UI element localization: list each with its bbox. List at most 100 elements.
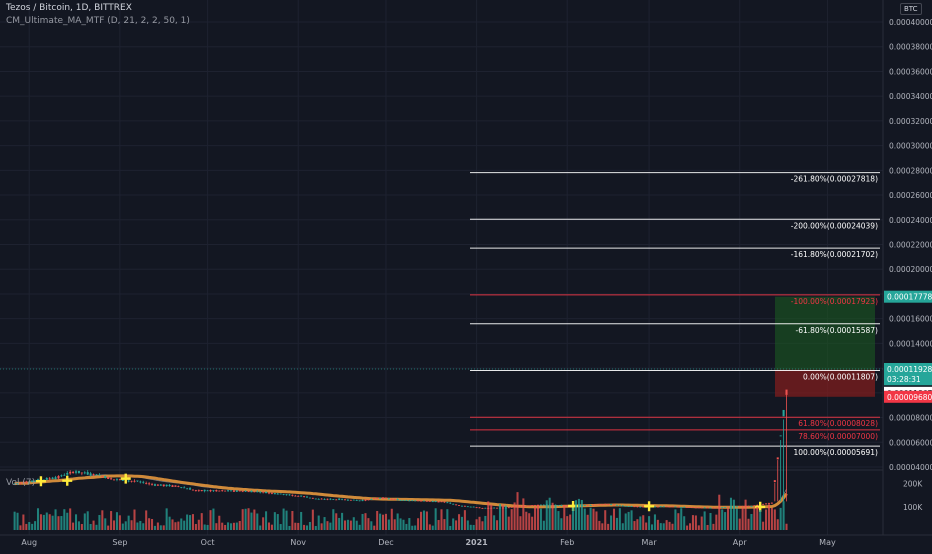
volume-bar [662, 523, 665, 530]
volume-bar [19, 525, 22, 530]
candle-body [276, 493, 279, 495]
fib-level-label: 0.00%(0.00011807) [803, 372, 878, 381]
candle-body [326, 498, 329, 500]
candle-body [458, 505, 461, 506]
candle-body [212, 490, 215, 492]
volume-bar [770, 507, 773, 530]
candle-body [145, 483, 148, 484]
volume-bar [650, 524, 654, 530]
candle-body [174, 485, 177, 487]
candle-body [659, 506, 662, 508]
fib-level-label: 100.00%(0.00005691) [793, 448, 878, 457]
volume-bar [490, 504, 493, 530]
candle-body [355, 500, 358, 501]
candle-body [42, 479, 45, 481]
volume-bar [311, 509, 314, 530]
candle-body [31, 480, 34, 483]
volume-bar [598, 520, 601, 530]
candle-body [420, 500, 423, 502]
volume-bar [455, 520, 458, 530]
candle-body [411, 500, 414, 502]
candle-body [303, 496, 306, 498]
volume-bar [437, 520, 440, 530]
symbol-title[interactable]: Tezos / Bitcoin, 1D, BITTREX [6, 3, 132, 13]
volume-bar [25, 523, 28, 530]
volume-bar [177, 521, 180, 530]
price-axis[interactable]: 0.00040000 0.00038000 0.00036000 0.00034000… [882, 0, 932, 550]
candle-body [352, 499, 355, 501]
volume-bar [642, 515, 645, 530]
volume-bar [279, 524, 282, 530]
volume-bar [28, 522, 31, 530]
candle-body [671, 506, 674, 508]
volume-bar [107, 525, 110, 530]
candle-body [770, 502, 773, 504]
volume-bar [370, 521, 373, 530]
volume-bar [98, 515, 101, 530]
candle-body [48, 478, 51, 480]
volume-bar [215, 523, 218, 530]
candle-body [282, 494, 285, 495]
candle-body [241, 491, 244, 493]
volume-bar [349, 520, 352, 530]
volume-bar [645, 522, 648, 530]
volume-bar [431, 525, 434, 530]
candle-body [72, 471, 75, 473]
candle-body [89, 473, 92, 476]
volume-bar [735, 508, 738, 530]
volume-bar [551, 502, 554, 530]
price-tick-label: 0.00038000 [889, 43, 932, 52]
volume-bar [203, 524, 206, 530]
candle-body [677, 506, 680, 508]
candle-body [683, 506, 686, 508]
time-tick-label: Nov [290, 538, 306, 547]
time-tick-label: Sep [112, 538, 127, 547]
candle-body [694, 507, 697, 509]
volume-bar [615, 517, 618, 530]
candle-body [308, 497, 311, 499]
candle-body [300, 495, 303, 497]
volume-bar [765, 509, 768, 530]
candle-body [13, 483, 16, 485]
volume-bar [501, 504, 504, 530]
currency-badge[interactable]: BTC [900, 3, 922, 15]
volume-label[interactable]: Vol (7) [6, 478, 36, 488]
volume-bar [604, 510, 607, 530]
candle-body [63, 474, 66, 476]
price-tag-bg [884, 373, 932, 386]
price-tick-label: 0.00036000 [889, 67, 932, 76]
volume-bar [656, 519, 659, 530]
volume-bar [308, 521, 311, 530]
fibonacci-levels[interactable]: -261.80%(0.00027818) -200.00%(0.00024039)… [0, 172, 883, 458]
ma-cross-marker [644, 501, 655, 512]
volume-bar [417, 518, 420, 530]
grid-layer [0, 0, 883, 535]
volume-bar [668, 521, 671, 530]
candle-body [92, 474, 95, 475]
time-axis[interactable]: Aug Sep Oct Nov Dec 2021 Feb Mar Apr May [0, 534, 932, 547]
volume-bar [498, 503, 502, 530]
volume-bar [484, 515, 487, 530]
candle-body [496, 507, 499, 509]
candle-body [390, 498, 393, 500]
candle-body [417, 500, 420, 502]
indicator-label[interactable]: CM_Ultimate_MA_MTF (D, 21, 2, 2, 50, 1) [6, 16, 190, 26]
price-tick-label: 0.00032000 [889, 117, 932, 126]
volume-bar [110, 511, 113, 530]
candle-body [665, 506, 668, 508]
volume-bar [244, 508, 247, 530]
position-zones[interactable] [775, 296, 875, 397]
candle-body [469, 506, 472, 508]
candle-body [662, 506, 665, 508]
volume-bar [36, 508, 40, 530]
volume-bar [621, 523, 624, 530]
candle-body [80, 472, 83, 474]
candle-body [376, 498, 379, 499]
candle-body [542, 504, 545, 506]
candle-body [288, 494, 291, 496]
candle-body [536, 504, 540, 506]
candle-body [191, 489, 194, 491]
volume-bar [434, 508, 437, 530]
